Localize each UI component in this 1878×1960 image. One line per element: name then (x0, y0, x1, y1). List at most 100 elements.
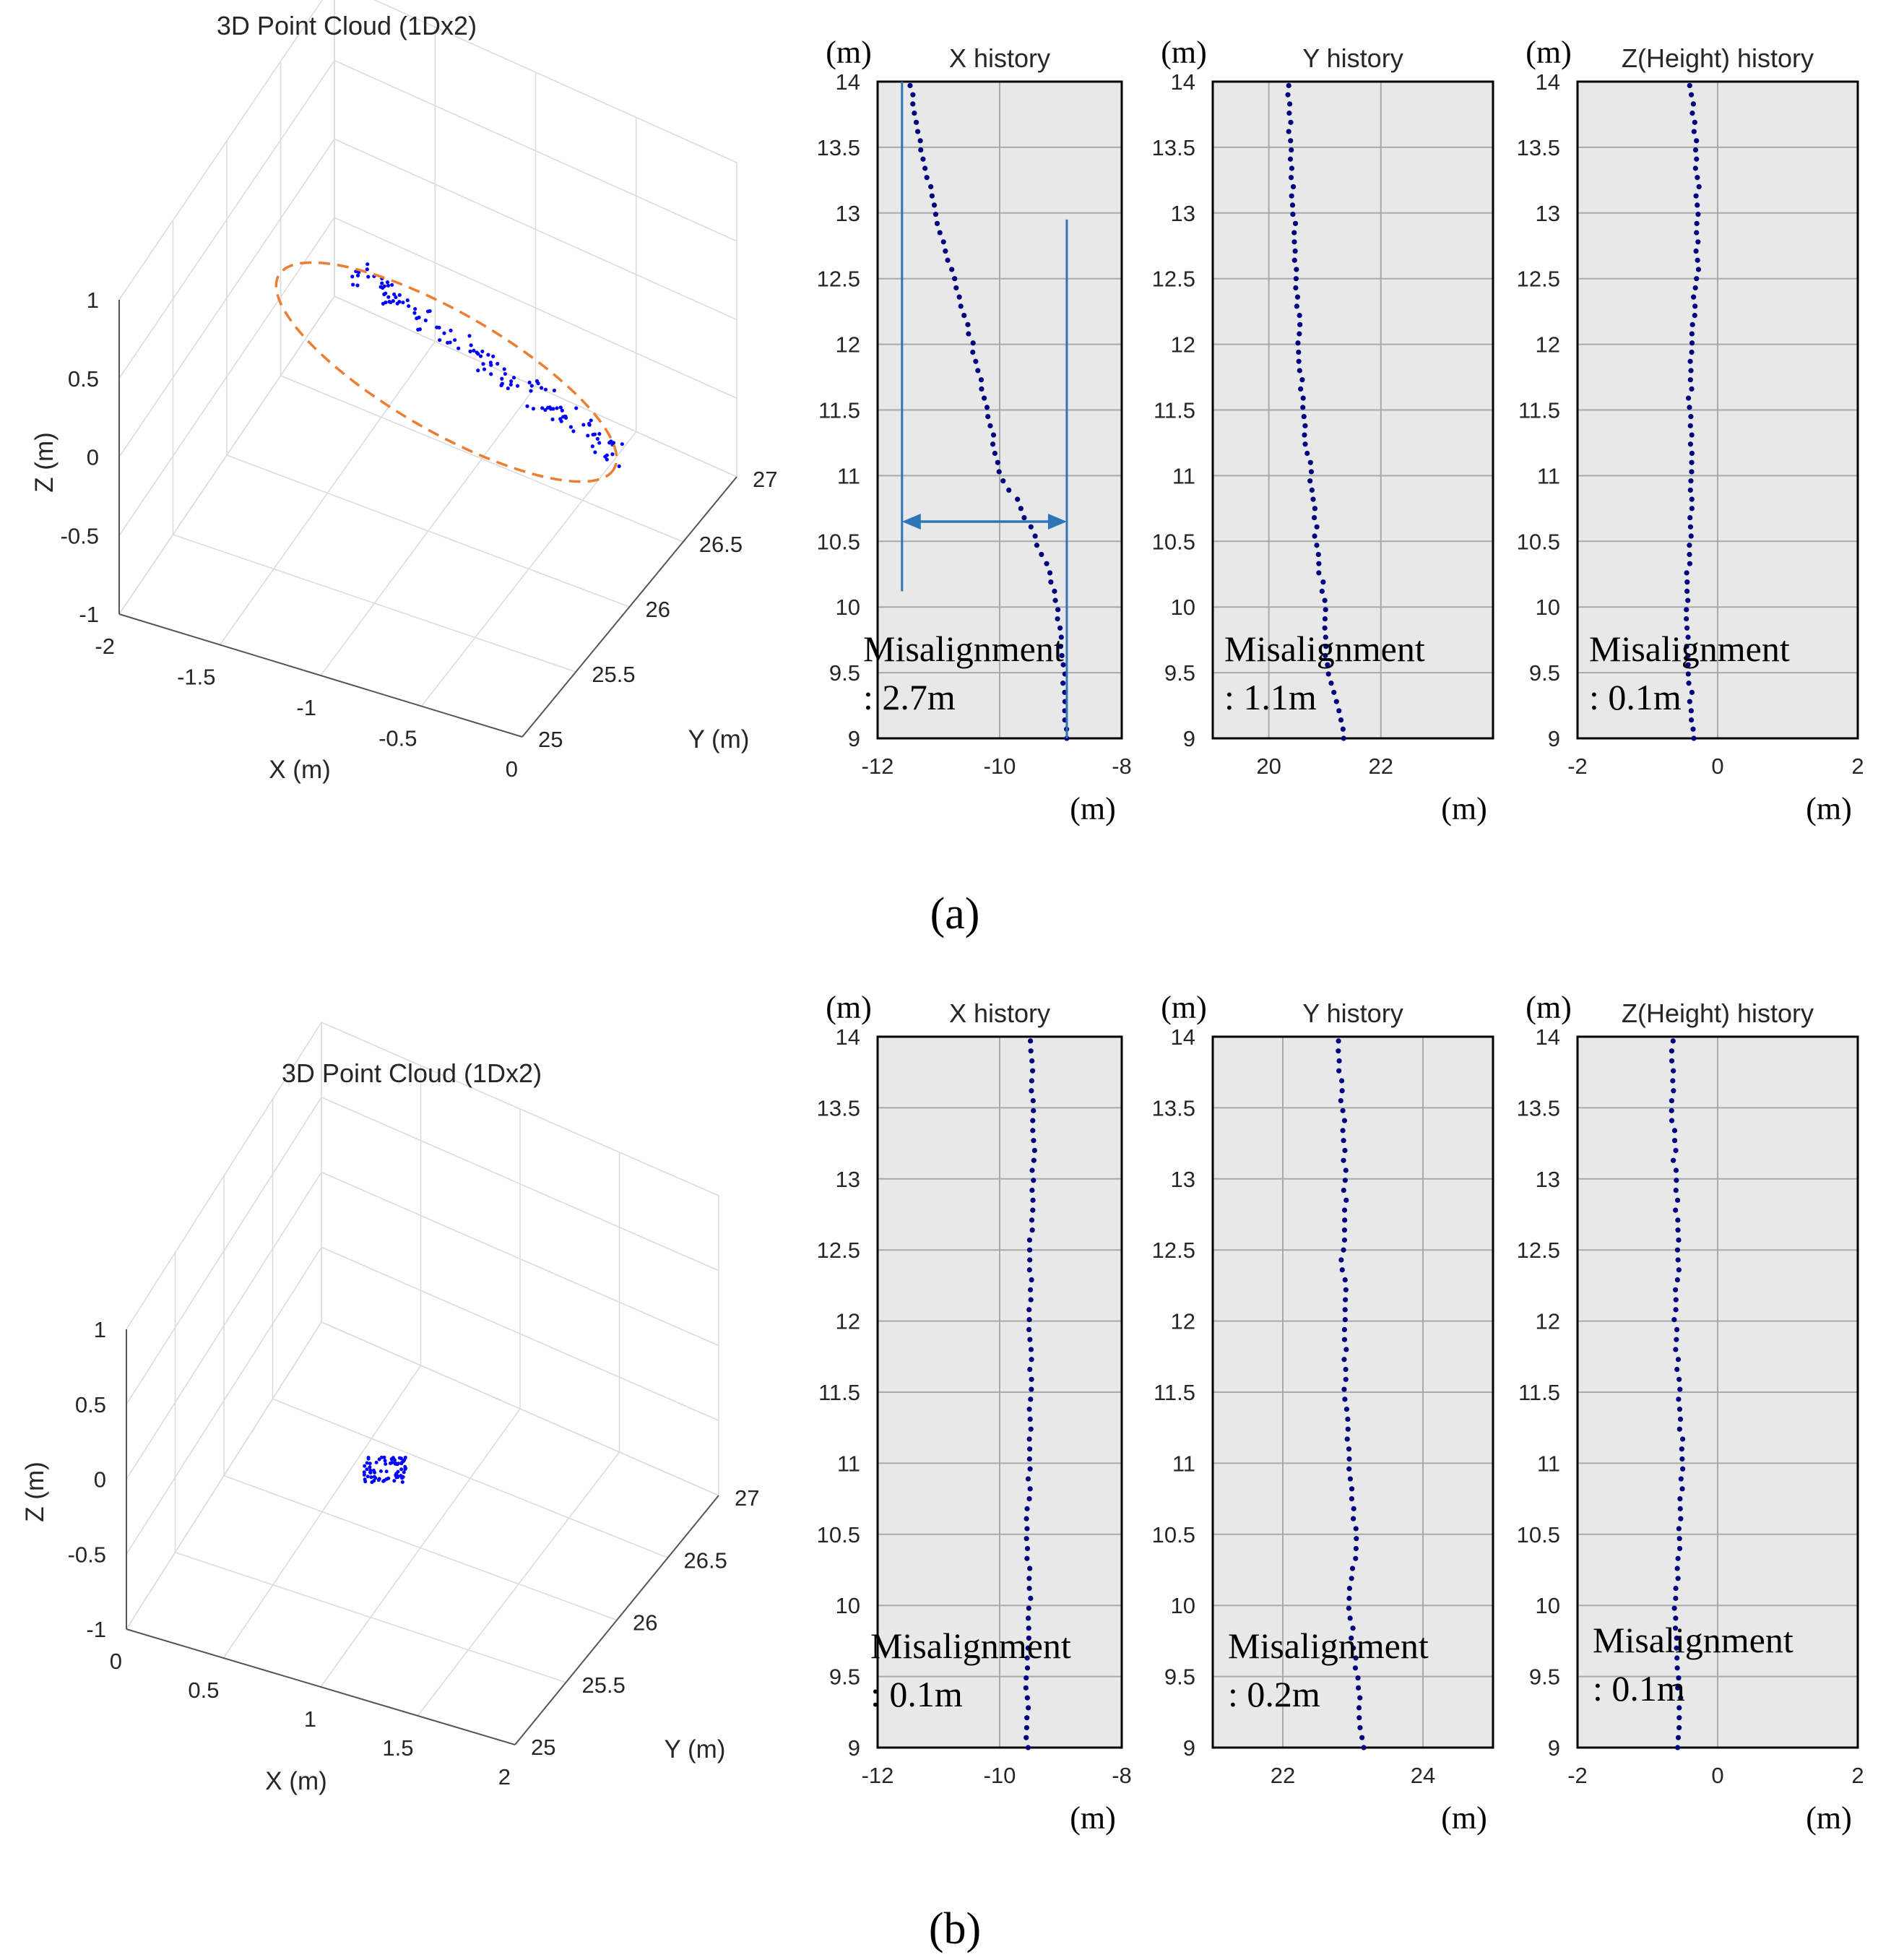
data-point (1676, 1715, 1682, 1721)
y-tick-label: 9.5 (1529, 660, 1560, 686)
data-point (1026, 1705, 1031, 1711)
data-point (1024, 1724, 1029, 1731)
data-point (1026, 1496, 1032, 1502)
data-point (1676, 1237, 1682, 1243)
cloud-point (486, 353, 490, 357)
data-point (1341, 735, 1346, 741)
x-tick-label: 0 (506, 756, 518, 782)
data-point (1288, 138, 1294, 144)
data-point (1297, 368, 1302, 374)
cloud-point (382, 1478, 386, 1482)
misalignment-label: Misalignment (870, 1626, 1071, 1666)
data-point (987, 423, 993, 428)
data-point (1689, 386, 1695, 392)
cloud-point (365, 1475, 370, 1479)
cloud-point (392, 292, 397, 296)
y-tick-label: 10.5 (1152, 1522, 1195, 1547)
cloud-point (592, 432, 597, 436)
data-point (1029, 1277, 1034, 1283)
data-point (1060, 662, 1066, 668)
history-plot (1211, 1035, 1494, 1750)
data-point (924, 175, 930, 181)
data-point (1673, 1595, 1679, 1601)
data-point (1342, 1147, 1348, 1154)
data-point (1341, 1357, 1347, 1363)
y-tick-label: 25.5 (582, 1672, 626, 1698)
data-point (1695, 175, 1700, 181)
y-tick-label: 11 (1537, 463, 1560, 488)
cloud-point (617, 464, 621, 468)
data-point (1341, 1326, 1347, 1333)
data-point (1692, 147, 1699, 153)
cloud-point (351, 282, 355, 287)
history-plot (1211, 80, 1494, 741)
data-point (1687, 487, 1693, 493)
data-point (1343, 1167, 1349, 1173)
cloud-point (365, 262, 370, 267)
cloud-point (369, 1475, 373, 1480)
data-point (1689, 496, 1695, 502)
cloud-point (535, 379, 540, 384)
data-point (1670, 1038, 1676, 1044)
cloud-point (384, 1462, 388, 1466)
misalignment-label: Misalignment (1593, 1620, 1793, 1660)
data-point (1293, 285, 1299, 291)
y-unit-label: (m) (1161, 35, 1207, 70)
y-axis-label: Y (m) (665, 1735, 726, 1763)
highlight-ellipse (274, 261, 618, 483)
data-point (1323, 644, 1329, 649)
data-point (943, 248, 948, 254)
data-point (1692, 303, 1698, 309)
data-point (1029, 1227, 1035, 1233)
data-point (990, 432, 997, 438)
data-point (1044, 561, 1050, 566)
data-point (992, 450, 998, 457)
data-point (1679, 1436, 1686, 1442)
data-point (1684, 570, 1689, 576)
cloud-point (386, 283, 391, 288)
data-point (1297, 313, 1302, 319)
cloud-point (384, 300, 388, 305)
cloud-point (374, 1460, 378, 1464)
data-point (1677, 1416, 1684, 1422)
cloud-point (435, 325, 439, 329)
data-point (1689, 432, 1695, 438)
cloud-point (413, 307, 417, 311)
z-tick-label: -1 (86, 1617, 106, 1642)
grid-floor (321, 1321, 719, 1496)
data-point (1673, 1585, 1679, 1592)
data-point (912, 111, 917, 116)
data-point (970, 340, 976, 346)
cloud-point (397, 293, 402, 297)
data-point (1338, 1097, 1343, 1104)
cloud-point (350, 275, 355, 279)
data-point (1676, 1675, 1682, 1681)
grid-floor (334, 295, 737, 478)
cloud-point (489, 372, 493, 376)
data-point (1687, 543, 1692, 548)
plot-title: 3D Point Cloud (1Dx2) (217, 11, 477, 40)
data-point (1300, 405, 1306, 410)
cloud-point (503, 371, 508, 376)
data-point (1320, 579, 1326, 585)
data-point (1029, 1187, 1035, 1193)
data-point (1675, 1227, 1681, 1233)
data-point (1687, 561, 1693, 566)
plot-title: Y history (1302, 43, 1403, 73)
x-axis-label: X (m) (265, 1767, 327, 1795)
data-point (1341, 1386, 1347, 1392)
cloud-point (496, 361, 500, 366)
data-point (1027, 1466, 1033, 1472)
data-point (1308, 469, 1315, 475)
cloud-point (396, 1469, 400, 1474)
data-point (1694, 230, 1700, 236)
grid-floor (226, 454, 630, 608)
z-axis-label: Z (m) (30, 432, 59, 493)
data-point (1296, 358, 1302, 364)
data-point (1695, 202, 1700, 208)
data-point (1669, 1118, 1675, 1123)
cloud-point (559, 419, 563, 423)
data-point (1024, 1506, 1030, 1511)
x-tick-label: 20 (1256, 754, 1281, 779)
data-point (1309, 487, 1315, 493)
